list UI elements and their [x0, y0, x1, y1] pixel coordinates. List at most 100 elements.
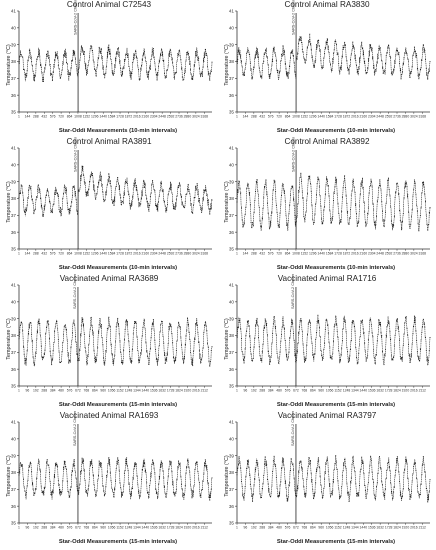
data-point	[164, 492, 166, 494]
data-point	[245, 335, 247, 337]
data-point	[291, 52, 293, 54]
data-point	[326, 41, 328, 43]
data-point	[167, 343, 169, 345]
x-tick-label: 1632	[376, 389, 384, 393]
data-point	[146, 200, 148, 202]
data-point	[210, 488, 212, 490]
data-point	[311, 342, 313, 344]
data-point	[105, 486, 107, 488]
data-point	[77, 73, 79, 75]
data-point	[207, 65, 208, 67]
data-point	[427, 501, 429, 503]
data-point	[211, 346, 213, 348]
data-point	[175, 199, 177, 201]
data-point	[332, 58, 334, 60]
data-point	[205, 54, 207, 56]
data-point	[92, 331, 94, 333]
data-point	[173, 76, 175, 78]
data-point	[178, 460, 180, 462]
data-point	[352, 41, 354, 43]
data-point	[242, 226, 244, 228]
data-point	[340, 65, 342, 67]
data-point	[91, 46, 93, 48]
data-point	[342, 45, 344, 47]
x-tick-label: 1152	[334, 389, 341, 393]
data-point	[30, 185, 32, 187]
data-point	[178, 325, 180, 327]
data-point	[303, 352, 305, 354]
y-tick-label: 37	[229, 213, 235, 218]
data-point	[176, 479, 178, 481]
data-point	[26, 204, 28, 206]
data-point	[207, 346, 209, 348]
data-point	[363, 472, 365, 474]
data-point	[210, 72, 211, 74]
data-point	[261, 351, 263, 353]
data-point	[118, 470, 120, 472]
data-point	[125, 458, 127, 460]
data-point	[327, 39, 329, 40]
data-point	[333, 192, 335, 194]
data-point	[413, 46, 415, 48]
data-point	[81, 457, 83, 459]
data-point	[368, 471, 370, 473]
data-point	[33, 362, 35, 364]
data-point	[120, 496, 122, 498]
x-tick-label: 864	[310, 526, 316, 530]
data-point	[48, 464, 50, 466]
data-point	[184, 207, 185, 209]
data-point	[342, 187, 344, 189]
data-point	[324, 472, 326, 474]
data-point	[31, 61, 33, 62]
x-tick-label: 768	[302, 389, 308, 393]
data-point	[331, 69, 333, 71]
data-point	[318, 466, 320, 468]
data-point	[121, 360, 123, 362]
data-point	[70, 67, 72, 69]
data-point	[160, 55, 162, 57]
data-point	[97, 479, 99, 481]
data-point	[86, 72, 88, 74]
data-point	[419, 494, 421, 496]
data-point	[266, 202, 268, 204]
data-point	[416, 210, 418, 212]
data-point	[154, 62, 156, 64]
data-point	[318, 327, 320, 328]
x-tick-label: 1584	[108, 252, 116, 256]
data-point	[32, 202, 34, 204]
data-point	[371, 47, 373, 49]
data-point	[259, 493, 261, 495]
data-point	[284, 63, 286, 65]
data-point	[428, 350, 430, 351]
x-tick-label: 1	[18, 252, 20, 256]
data-point	[44, 68, 46, 70]
data-point	[102, 191, 104, 193]
data-point	[66, 63, 68, 65]
data-point	[276, 487, 278, 489]
data-point	[289, 330, 291, 332]
data-point	[205, 465, 207, 467]
data-point	[266, 479, 268, 480]
data-point	[155, 74, 157, 76]
data-point	[296, 350, 298, 352]
data-point	[40, 206, 42, 208]
data-point	[49, 481, 51, 483]
data-point	[398, 471, 400, 473]
data-point	[25, 358, 27, 360]
data-point	[321, 491, 323, 493]
x-tick-label: 1440	[99, 252, 107, 256]
data-point	[260, 497, 262, 499]
data-point	[174, 72, 176, 74]
data-point	[135, 182, 136, 184]
data-point	[147, 491, 149, 493]
data-point	[49, 64, 51, 65]
data-point	[134, 466, 136, 468]
x-tick-label: 480	[58, 526, 64, 530]
data-point	[401, 497, 403, 499]
data-point	[119, 340, 121, 342]
data-point	[245, 476, 247, 478]
challenge-label: SARS-CoV-2 Challenge	[73, 274, 77, 309]
data-point	[417, 222, 419, 224]
data-point	[287, 359, 288, 361]
